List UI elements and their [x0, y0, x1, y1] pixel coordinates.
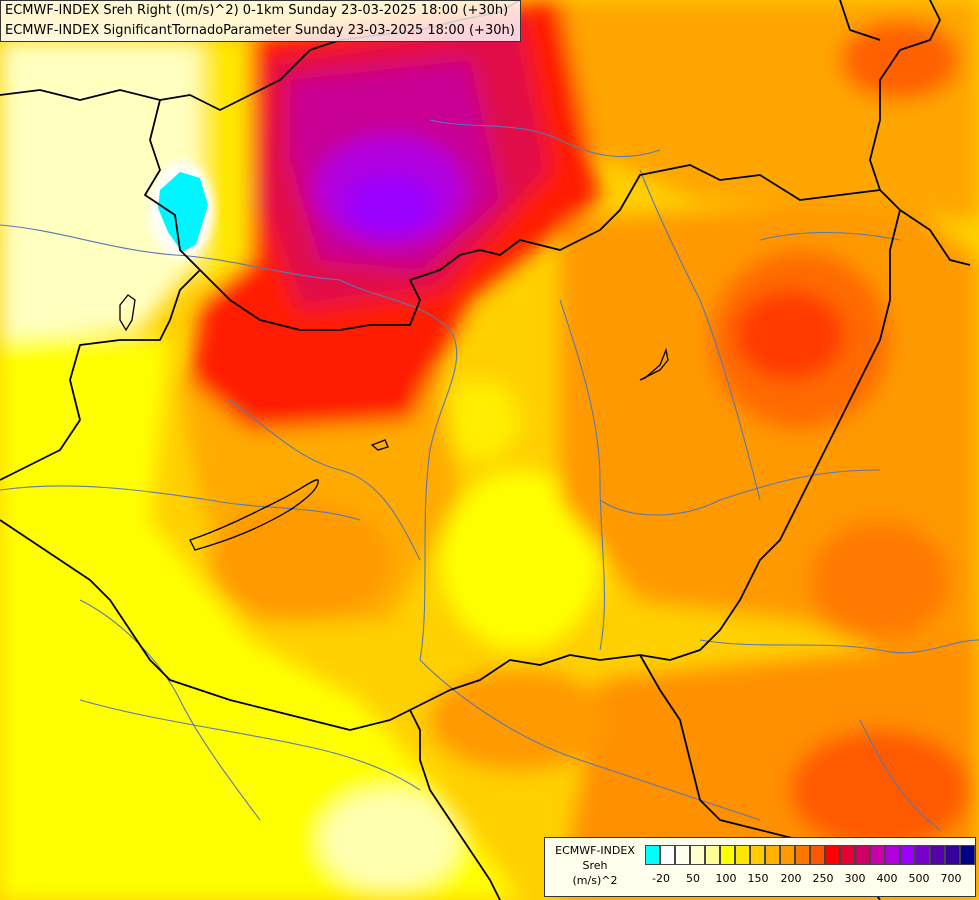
border-east	[639, 209, 901, 661]
river-2	[339, 279, 458, 661]
river-12	[759, 231, 901, 241]
field-red-east	[735, 290, 845, 380]
field-orange-west-blob	[210, 500, 390, 620]
field-pale-west	[0, 40, 230, 340]
river-4	[639, 169, 761, 501]
legend-swatch	[750, 845, 765, 865]
river-13	[429, 119, 661, 158]
legend-tick-label: 200	[780, 872, 802, 885]
river-11	[79, 599, 261, 821]
legend-swatch	[930, 845, 945, 865]
legend-title-1: ECMWF-INDEX	[555, 844, 635, 857]
legend-swatch	[855, 845, 870, 865]
legend-swatch	[660, 845, 675, 865]
legend-swatch	[765, 845, 780, 865]
legend-swatch	[720, 845, 735, 865]
legend-title-3: (m/s)^2	[572, 874, 618, 887]
legend-tick-label: 400	[876, 872, 898, 885]
legend-swatches	[645, 845, 975, 865]
lake-balaton	[189, 479, 319, 551]
legend-swatch	[960, 845, 975, 865]
field-yellow-edge	[200, 40, 250, 300]
river-9	[229, 399, 421, 561]
legend-swatch	[825, 845, 840, 865]
river-6	[419, 659, 761, 821]
field-yellow-west	[0, 330, 520, 900]
field-yellow-center	[440, 470, 600, 650]
legend-swatch	[900, 845, 915, 865]
river-3	[0, 485, 361, 521]
legend-tick-label: 300	[844, 872, 866, 885]
legend-tick-label: 100	[715, 872, 737, 885]
legend-swatch	[645, 845, 660, 865]
legend-swatch	[885, 845, 900, 865]
legend-swatch	[915, 845, 930, 865]
field-red-southeast	[790, 730, 970, 850]
legend-swatch	[705, 845, 720, 865]
field-orange-south	[430, 670, 610, 770]
legend-swatch	[735, 845, 750, 865]
border-west	[0, 269, 201, 481]
field-pale-south	[320, 790, 460, 890]
legend-swatch	[690, 845, 705, 865]
legend-swatch	[780, 845, 795, 865]
legend-swatch	[870, 845, 885, 865]
river-10	[699, 639, 979, 654]
legend-tick-label: 150	[747, 872, 769, 885]
legend-swatch	[810, 845, 825, 865]
field-violet-core	[345, 175, 435, 235]
legend-swatch	[675, 845, 690, 865]
border-east-top	[869, 0, 941, 191]
river-1	[0, 224, 341, 281]
legend-tick-label: 50	[686, 872, 700, 885]
lake-east	[639, 347, 669, 381]
color-legend: ECMWF-INDEX Sreh (m/s)^2 -20 50 100 150 200 2…	[544, 837, 976, 897]
legend-tick-label: 700	[940, 872, 962, 885]
river-7	[79, 699, 421, 791]
legend-tick-label: 250	[812, 872, 834, 885]
title-line-2: ECMWF-INDEX SignificantTornadoParameter …	[5, 23, 515, 38]
lakes	[119, 294, 669, 551]
legend-tick-label: -20	[652, 872, 670, 885]
legend-swatch	[795, 845, 810, 865]
field-yellow-center2	[440, 380, 520, 460]
field-orange-east-low	[810, 520, 950, 640]
rivers	[0, 119, 979, 831]
border-alps	[0, 519, 411, 731]
border-ne	[839, 0, 881, 41]
legend-title-2: Sreh	[582, 859, 608, 872]
map-title-box: ECMWF-INDEX Sreh Right ((m/s)^2) 0-1km S…	[0, 0, 521, 42]
border-north	[0, 89, 971, 331]
legend-swatch	[840, 845, 855, 865]
legend-tick-label: 500	[908, 872, 930, 885]
title-line-1: ECMWF-INDEX Sreh Right ((m/s)^2) 0-1km S…	[5, 3, 509, 18]
river-5	[599, 469, 881, 516]
field-cyan-spot	[158, 172, 208, 252]
river-14	[859, 719, 941, 831]
border-south	[409, 654, 641, 900]
river-8	[559, 299, 605, 651]
legend-ticks: -20 50 100 150 200 250 300 400 500 700	[645, 872, 975, 888]
lake-small	[370, 439, 389, 451]
lake-neusiedl	[119, 294, 136, 332]
legend-swatch	[945, 845, 960, 865]
